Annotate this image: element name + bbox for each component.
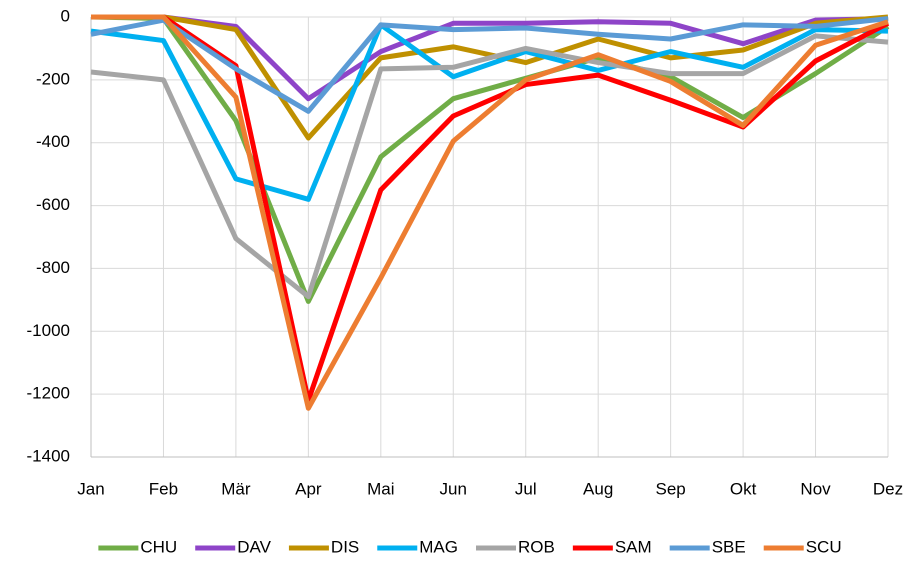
series-line <box>90 22 889 202</box>
legend-label: ROB <box>518 537 555 556</box>
x-tick-label: Aug <box>583 479 613 498</box>
series-line <box>90 33 889 300</box>
x-tick-label: Apr <box>295 479 322 498</box>
y-tick-label: -200 <box>36 69 70 88</box>
y-tick-label: -1400 <box>27 446 70 465</box>
legend-label: DAV <box>237 537 271 556</box>
y-tick-label: 0 <box>61 6 70 25</box>
y-tick-label: -800 <box>36 258 70 277</box>
y-tick-label: -600 <box>36 195 70 214</box>
x-tick-label: Jul <box>515 479 537 498</box>
x-tick-label: Mai <box>367 479 394 498</box>
series-line <box>91 14 889 141</box>
legend-label: SAM <box>615 537 652 556</box>
legend-label: SCU <box>806 537 842 556</box>
y-tick-label: -1000 <box>27 321 70 340</box>
x-tick-label: Feb <box>149 479 178 498</box>
x-tick-label: Nov <box>800 479 831 498</box>
x-tick-label: Jun <box>440 479 467 498</box>
x-tick-label: Dez <box>873 479 903 498</box>
y-tick-label: -400 <box>36 132 70 151</box>
series-line <box>91 14 889 411</box>
series-line <box>91 14 890 403</box>
y-tick-label: -1200 <box>27 384 70 403</box>
legend-label: DIS <box>331 537 359 556</box>
x-tick-label: Jan <box>77 479 104 498</box>
series-line <box>91 14 889 102</box>
legend-label: MAG <box>419 537 458 556</box>
x-tick-label: Okt <box>730 479 757 498</box>
legend-label: CHU <box>140 537 177 556</box>
legend-label: SBE <box>712 537 746 556</box>
series-line <box>90 16 889 114</box>
x-tick-label: Sep <box>656 479 686 498</box>
x-tick-label: Mär <box>221 479 251 498</box>
